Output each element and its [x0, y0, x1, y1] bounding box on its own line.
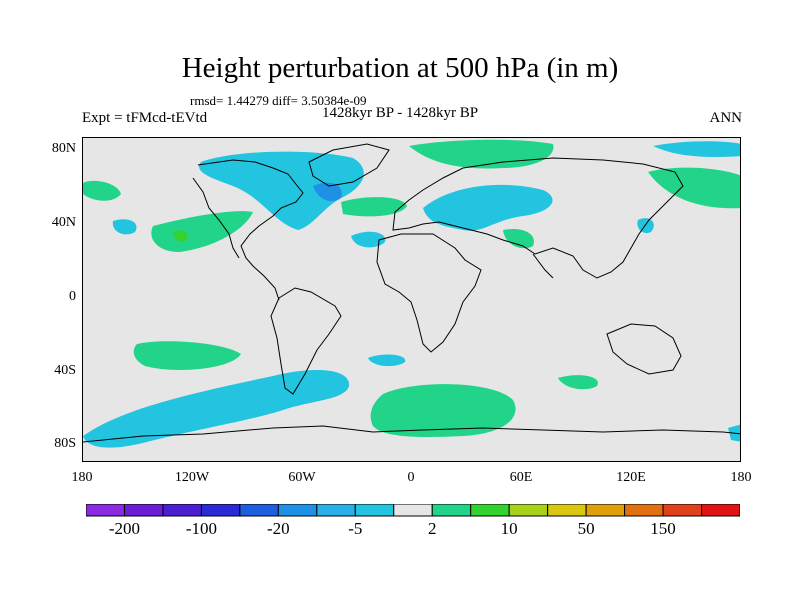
colorbar-swatch	[470, 504, 510, 517]
colorbar-swatch	[123, 504, 164, 517]
period-label: 1428kyr BP - 1428kyr BP	[322, 105, 479, 121]
lon-label: 180	[71, 470, 93, 485]
north-sea-high	[409, 139, 554, 169]
colorbar-swatch	[701, 504, 740, 517]
plot-title: Height perturbation at 500 hPa (in m)	[181, 52, 619, 84]
colorbar-swatch	[624, 504, 664, 517]
coastlines	[83, 143, 740, 443]
south-america-coast	[270, 287, 342, 395]
north-america-coast	[197, 159, 304, 301]
colorbar-swatch	[585, 504, 626, 517]
australia-coast	[606, 323, 682, 375]
negative-anomaly-regions	[83, 141, 740, 448]
lat-label: 80N	[51, 141, 76, 156]
colorbar-label: 150	[650, 519, 676, 538]
lat-label: 40N	[51, 215, 76, 230]
colorbar-swatch	[431, 504, 472, 517]
colorbar-swatch	[162, 504, 202, 517]
colorbar-swatch	[508, 504, 549, 517]
colorbar-swatch	[662, 504, 703, 517]
map-canvas	[83, 139, 740, 448]
lon-label: 60W	[288, 470, 316, 485]
colorbar-label: -100	[185, 519, 217, 538]
colorbar-swatch	[86, 504, 125, 517]
colorbar-label: 10	[500, 519, 518, 538]
greenland-coast	[308, 143, 390, 187]
lat-label: 0	[69, 289, 76, 304]
colorbar-label: -5	[348, 519, 363, 538]
africa-coast	[376, 233, 482, 353]
world-map	[82, 137, 741, 462]
colorbar-swatch	[316, 504, 356, 517]
colorbar-label: 50	[577, 519, 595, 538]
lon-label: 60E	[509, 470, 533, 485]
north-atlantic-low	[199, 151, 364, 230]
colorbar-label: -20	[267, 519, 290, 538]
south-atlantic-high	[370, 384, 516, 437]
positive-anomaly-regions	[83, 139, 740, 437]
antarctica-coast	[83, 425, 740, 443]
lon-label: 120E	[616, 470, 646, 485]
season-label: ANN	[709, 110, 743, 126]
stats-line: rmsd= 1.44279 diff= 3.50384e-09	[190, 93, 367, 108]
colorbar-swatch	[547, 504, 587, 517]
colorbar-label: -200	[108, 519, 141, 538]
lon-label: 120W	[174, 470, 210, 485]
colorbar-swatch	[393, 504, 433, 517]
lon-label: 0	[407, 470, 415, 485]
colorbar-swatch	[239, 504, 279, 517]
lat-label: 80S	[54, 436, 76, 451]
colorbar-swatch	[277, 504, 318, 517]
colorbar-swatch	[200, 504, 241, 517]
southern-ocean-low	[83, 370, 350, 448]
colorbar-label: 2	[427, 519, 437, 538]
colorbar-swatch	[354, 504, 395, 517]
lat-label: 40S	[54, 363, 76, 378]
eurasia-low	[423, 184, 553, 231]
experiment-label: Expt = tFMcd-tEVtd	[82, 110, 208, 126]
eurasia-coast	[392, 157, 684, 279]
lon-label: 180	[730, 470, 752, 485]
colorbar	[86, 504, 740, 517]
